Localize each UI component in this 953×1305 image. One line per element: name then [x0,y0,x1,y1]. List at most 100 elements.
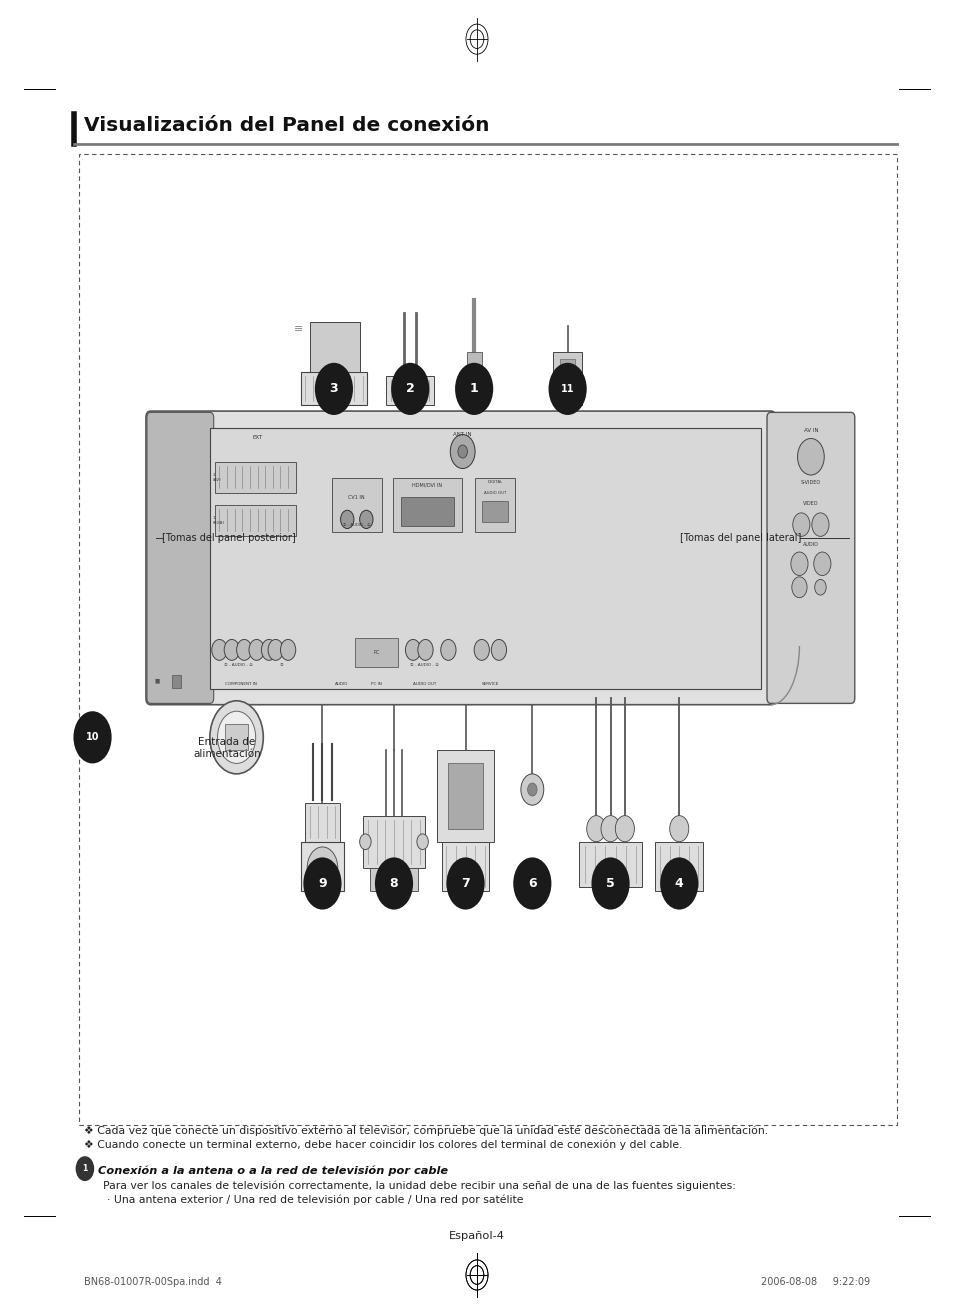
Text: 2
(AV): 2 (AV) [213,474,221,482]
Text: 9: 9 [317,877,327,890]
Bar [400,497,454,526]
Circle shape [249,639,264,660]
Circle shape [280,639,295,660]
Bar [386,376,434,405]
Bar [305,803,339,842]
Circle shape [527,783,537,796]
Circle shape [391,363,429,415]
Text: 1: 1 [82,1164,88,1173]
Circle shape [375,857,413,910]
Text: Conexión a la antena o a la red de televisión por cable: Conexión a la antena o a la red de telev… [98,1165,448,1177]
Bar [225,724,248,750]
Circle shape [210,701,263,774]
Bar [355,638,397,667]
Text: 1: 1 [469,382,478,395]
Bar [481,501,508,522]
Circle shape [548,363,586,415]
Circle shape [615,816,634,842]
Bar [553,352,581,405]
Circle shape [600,816,619,842]
Circle shape [340,510,354,529]
Circle shape [417,639,433,660]
Text: HDMI/DVI IN: HDMI/DVI IN [412,483,442,488]
Text: 10: 10 [86,732,99,743]
Circle shape [659,857,698,910]
Text: Entrada de
alimentación: Entrada de alimentación [193,737,261,758]
Text: ❖ Cada vez que conecte un dispositivo externo al televisor, compruebe que la uni: ❖ Cada vez que conecte un dispositivo ex… [84,1125,767,1135]
Text: Para ver los canales de televisión correctamente, la unidad debe recibir una señ: Para ver los canales de televisión corre… [103,1180,735,1190]
Text: AV IN: AV IN [802,428,818,433]
Circle shape [307,847,337,889]
Circle shape [217,711,255,763]
Bar [214,505,295,536]
Bar [559,359,575,398]
Text: ❖ Cuando conecte un terminal externo, debe hacer coincidir los colores del termi: ❖ Cuando conecte un terminal externo, de… [84,1139,681,1151]
Circle shape [455,363,493,415]
Text: AUDIO: AUDIO [335,683,348,686]
Bar [466,352,481,368]
Circle shape [268,639,283,660]
Bar [448,763,482,829]
Circle shape [303,857,341,910]
Circle shape [359,834,371,850]
Text: (OPTICAL): (OPTICAL) [485,501,504,505]
Text: 2: 2 [405,382,415,395]
Bar [214,462,295,493]
Text: 7: 7 [460,877,470,890]
Text: ≡: ≡ [294,324,303,334]
Circle shape [73,711,112,763]
Bar [310,322,359,372]
Text: ①: ① [279,663,283,667]
Circle shape [450,435,475,468]
Text: VIDEO: VIDEO [802,501,818,506]
Text: 5: 5 [605,877,615,890]
Circle shape [457,445,467,458]
Bar [300,842,344,891]
Text: 6: 6 [527,877,537,890]
Text: 4: 4 [674,877,683,890]
Text: 8: 8 [389,877,398,890]
Text: ① - AUDIO - ②: ① - AUDIO - ② [224,663,253,667]
Circle shape [459,365,488,405]
FancyBboxPatch shape [147,412,213,703]
Bar [578,842,641,887]
Text: [Tomas del panel lateral]: [Tomas del panel lateral] [679,532,801,543]
Bar [475,478,515,532]
Bar [210,428,760,689]
Circle shape [591,857,629,910]
Text: ① - AUDIO - ②: ① - AUDIO - ② [343,523,370,527]
Circle shape [212,639,227,660]
Text: 3: 3 [329,382,338,395]
Circle shape [468,377,479,393]
Bar [300,372,367,405]
Circle shape [76,1156,93,1180]
Text: AUDIO OUT: AUDIO OUT [413,683,436,686]
Circle shape [236,639,252,660]
Circle shape [446,857,484,910]
Text: 2006-08-08     9:22:09: 2006-08-08 9:22:09 [760,1276,869,1287]
Circle shape [416,834,428,850]
Text: DIGITAL: DIGITAL [487,480,502,484]
Circle shape [474,639,489,660]
Bar [362,816,425,868]
Circle shape [520,774,543,805]
Text: ■: ■ [154,679,160,684]
Text: COMPONENT IN: COMPONENT IN [225,683,257,686]
Text: PC IN: PC IN [371,683,382,686]
FancyBboxPatch shape [146,411,775,705]
Circle shape [440,639,456,660]
Circle shape [491,639,506,660]
Circle shape [224,639,239,660]
Text: · Una antena exterior / Una red de televisión por cable / Una red por satélite: · Una antena exterior / Una red de telev… [107,1194,523,1205]
Text: PC: PC [374,650,379,655]
Circle shape [814,579,825,595]
Bar [172,675,181,688]
Text: BN68-01007R-00Spa.indd  4: BN68-01007R-00Spa.indd 4 [84,1276,222,1287]
Circle shape [813,552,830,576]
Circle shape [405,639,420,660]
Circle shape [359,510,373,529]
Circle shape [797,438,823,475]
Text: Visualización del Panel de conexión: Visualización del Panel de conexión [84,116,489,136]
Circle shape [790,552,807,576]
Text: AUDIO: AUDIO [802,542,818,547]
